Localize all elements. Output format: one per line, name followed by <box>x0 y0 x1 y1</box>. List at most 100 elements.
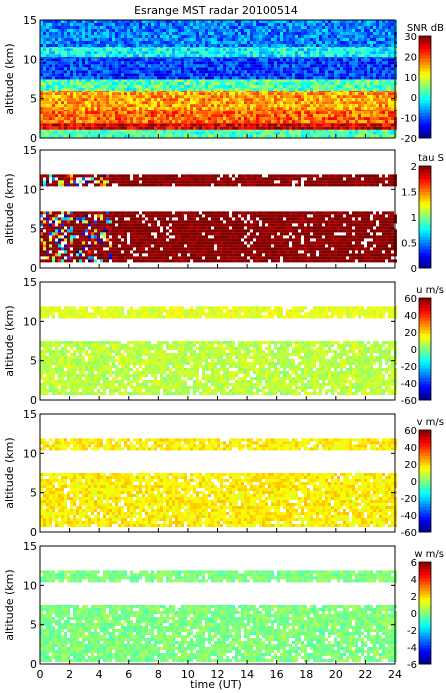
snr-y-tick-label: 10 <box>23 53 37 66</box>
v-heatmap <box>40 438 397 527</box>
v-colorbar-tick-label: 40 <box>404 443 417 454</box>
u-y-tick-label: 0 <box>30 394 37 407</box>
x-tick-label: 4 <box>96 668 103 681</box>
tau-heatmap <box>40 174 397 263</box>
x-tick-label: 22 <box>358 668 372 681</box>
w-heatmap <box>40 570 397 662</box>
u-y-tick-label: 10 <box>23 315 37 328</box>
w-layer-0 <box>40 605 397 662</box>
snr-y-tick-label: 5 <box>30 93 37 106</box>
w-colorbar-label: w m/s <box>414 549 444 560</box>
snr-heatmap <box>40 20 397 138</box>
u-heatmap <box>40 306 397 395</box>
u-layer-0 <box>40 341 397 395</box>
snr-layer-7 <box>40 20 397 47</box>
x-tick-label: 10 <box>181 668 195 681</box>
snr-colorbar-tick-label: 10 <box>404 73 417 84</box>
snr-colorbar-tick-label: -10 <box>401 114 417 125</box>
w-colorbar-tick-label: -4 <box>407 643 417 654</box>
x-tick-label: 12 <box>211 668 225 681</box>
x-tick-label: 20 <box>329 668 343 681</box>
u-colorbar-tick-label: 20 <box>404 328 417 339</box>
w-colorbar: -6 -4 -2 0 2 4 6w m/s <box>407 549 444 671</box>
snr-y-tick-label: 15 <box>23 14 37 27</box>
w-y-axis-label: altitude (km) <box>3 569 16 640</box>
snr-y-axis-label: altitude (km) <box>3 43 16 114</box>
tau-layer-0 <box>40 211 397 263</box>
u-colorbar-tick-label: -20 <box>401 362 417 373</box>
u-colorbar: -60 -40 -20 0 20 40 60u m/s <box>401 285 444 407</box>
u-colorbar-tick-label: 40 <box>404 311 417 322</box>
snr-colorbar-tick-label: 0 <box>411 93 417 104</box>
tau-y-tick-label: 5 <box>30 223 37 236</box>
tau-y-tick-label: 10 <box>23 183 37 196</box>
x-tick-label: 14 <box>240 668 254 681</box>
x-tick-label: 18 <box>299 668 313 681</box>
w-layer-1 <box>40 570 397 583</box>
v-colorbar-tick-label: -60 <box>401 528 417 539</box>
tau-colorbar-tick-label: 1.5 <box>401 188 417 199</box>
snr-colorbar-label: SNR dB <box>407 23 444 34</box>
tau-layer-1 <box>40 174 397 187</box>
v-layer-1 <box>40 438 397 451</box>
snr-colorbar-tick-label: 20 <box>404 52 417 63</box>
u-colorbar-tick-label: 0 <box>411 345 417 356</box>
v-colorbar-label: v m/s <box>417 417 444 428</box>
v-layer-0 <box>40 473 397 527</box>
snr-layer-0 <box>40 128 397 138</box>
tau-y-axis-label: altitude (km) <box>3 173 16 244</box>
tau-colorbar-tick-label: 0.5 <box>401 239 417 250</box>
snr-layer-2 <box>40 108 397 124</box>
v-y-tick-label: 5 <box>30 487 37 500</box>
v-y-tick-label: 15 <box>23 408 37 421</box>
snr-y-tick-label: 0 <box>30 132 37 145</box>
w-colorbar-tick-label: 2 <box>411 592 417 603</box>
v-colorbar-tick-label: 60 <box>404 426 417 437</box>
v-y-tick-label: 0 <box>30 526 37 539</box>
w-colorbar-tick-label: 0 <box>411 609 417 620</box>
v-y-axis-label: altitude (km) <box>3 437 16 508</box>
tau-colorbar-tick-label: 1 <box>411 213 417 224</box>
w-y-tick-label: 15 <box>23 540 37 553</box>
u-layer-1 <box>40 306 397 319</box>
w-colorbar-tick-label: 6 <box>411 558 417 569</box>
u-y-tick-label: 15 <box>23 276 37 289</box>
x-tick-label: 0 <box>37 668 44 681</box>
v-colorbar-tick-label: -40 <box>401 511 417 522</box>
tau-colorbar-tick-label: 2 <box>411 162 417 173</box>
snr-colorbar-tick-label: -20 <box>401 134 417 145</box>
v-y-tick-label: 10 <box>23 447 37 460</box>
w-y-tick-label: 0 <box>30 658 37 671</box>
u-panel: 0 5 10 15 altitude (km) -60 -40 -20 0 20 40 60u m/s <box>3 276 444 407</box>
v-panel: 0 5 10 15 altitude (km) -60 -40 -20 0 20 40 60v m/s <box>3 408 444 539</box>
x-tick-label: 8 <box>155 668 162 681</box>
w-colorbar-tick-label: -6 <box>407 660 417 671</box>
v-colorbar-tick-label: 20 <box>404 460 417 471</box>
snr-layer-5 <box>40 55 397 80</box>
tau-colorbar-tick-label: 0 <box>411 264 417 275</box>
u-colorbar-label: u m/s <box>416 285 444 296</box>
tau-colorbar-label: tau S <box>418 153 444 164</box>
x-tick-label: 2 <box>66 668 73 681</box>
w-colorbar-tick-label: -2 <box>407 626 417 637</box>
u-colorbar-tick-label: 60 <box>404 294 417 305</box>
w-y-tick-label: 5 <box>30 619 37 632</box>
tau-y-tick-label: 15 <box>23 144 37 157</box>
x-axis-label: time (UT) <box>190 678 242 691</box>
x-tick-label: 6 <box>125 668 132 681</box>
u-y-axis-label: altitude (km) <box>3 305 16 376</box>
snr-colorbar-tick-label: 30 <box>404 32 417 43</box>
v-colorbar-tick-label: 0 <box>411 477 417 488</box>
v-colorbar-tick-label: -20 <box>401 494 417 505</box>
x-tick-label: 24 <box>388 668 402 681</box>
v-colorbar: -60 -40 -20 0 20 40 60v m/s <box>401 417 444 539</box>
x-tick-label: 16 <box>270 668 284 681</box>
w-colorbar-tick-label: 4 <box>411 575 417 586</box>
tau-y-tick-label: 0 <box>30 262 37 275</box>
